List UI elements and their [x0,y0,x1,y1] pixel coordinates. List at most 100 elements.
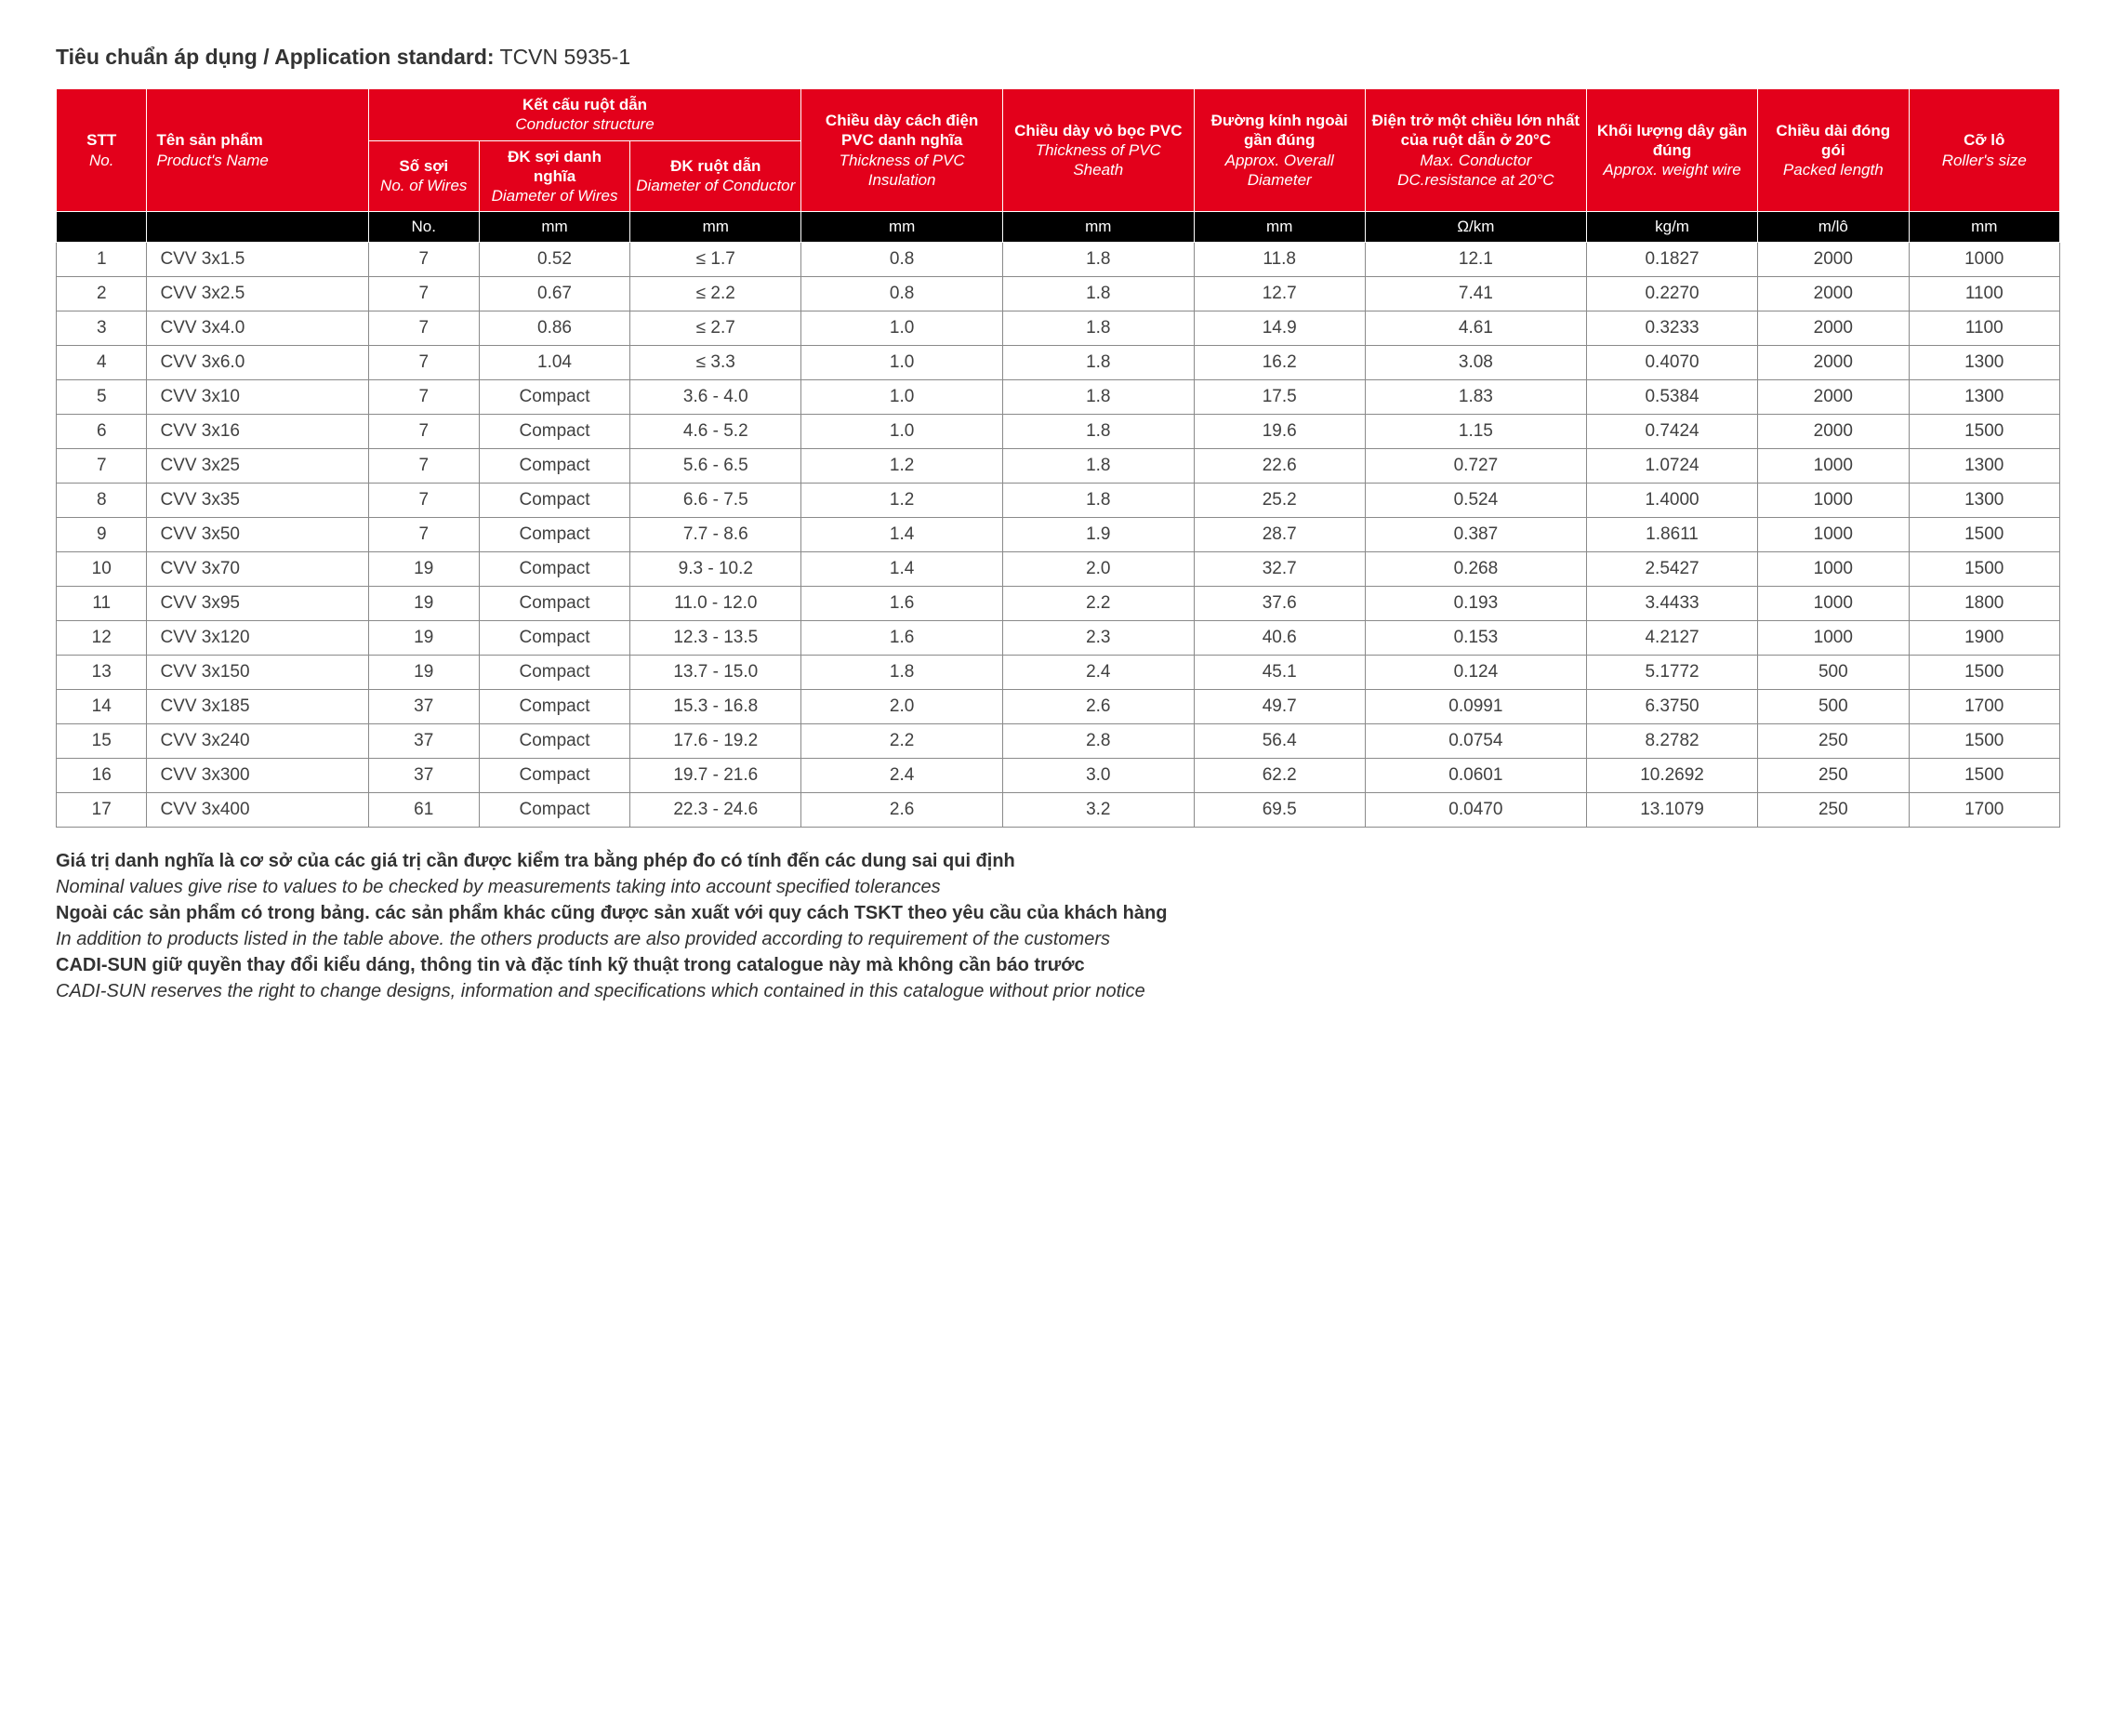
cell-dwire: Compact [479,518,629,552]
cell-name: CVV 3x70 [147,552,368,587]
cell-wires: 7 [368,311,479,346]
cell-res: 0.727 [1365,449,1586,484]
hdr-roll: Cỡ lô Roller's size [1909,89,2059,212]
cell-od: 16.2 [1194,346,1365,380]
hdr-wires: Số sợi No. of Wires [368,140,479,212]
cell-dwire: Compact [479,484,629,518]
cell-stt: 10 [57,552,147,587]
cell-name: CVV 3x400 [147,793,368,828]
cell-sheath: 2.0 [1002,552,1194,587]
cell-od: 22.6 [1194,449,1365,484]
note-en: CADI-SUN reserves the right to change de… [56,978,2060,1004]
cell-dcond: 3.6 - 4.0 [630,380,801,415]
cell-od: 19.6 [1194,415,1365,449]
cell-roll: 1500 [1909,518,2059,552]
cell-name: CVV 3x35 [147,484,368,518]
cell-stt: 11 [57,587,147,621]
table-row: 3CVV 3x4.070.86≤ 2.71.01.814.94.610.3233… [57,311,2060,346]
cell-dwire: Compact [479,587,629,621]
cell-dwire: Compact [479,380,629,415]
cell-stt: 12 [57,621,147,656]
units-row: No. mm mm mm mm mm Ω/km kg/m m/lô mm [57,212,2060,243]
cell-roll: 1300 [1909,449,2059,484]
cell-dwire: Compact [479,552,629,587]
unit-len: m/lô [1758,212,1909,243]
table-row: 13CVV 3x15019Compact13.7 - 15.01.82.445.… [57,656,2060,690]
cell-ins: 1.2 [801,484,1003,518]
cell-wt: 0.2270 [1586,277,1757,311]
cell-wt: 8.2782 [1586,724,1757,759]
cell-dcond: 13.7 - 15.0 [630,656,801,690]
cell-wires: 37 [368,759,479,793]
cell-dwire: Compact [479,621,629,656]
table-row: 9CVV 3x507Compact7.7 - 8.61.41.928.70.38… [57,518,2060,552]
cell-roll: 1500 [1909,759,2059,793]
cell-wt: 1.4000 [1586,484,1757,518]
cell-wt: 1.0724 [1586,449,1757,484]
cell-res: 12.1 [1365,243,1586,277]
cell-name: CVV 3x120 [147,621,368,656]
cell-roll: 1000 [1909,243,2059,277]
unit-ins: mm [801,212,1003,243]
table-row: 8CVV 3x357Compact6.6 - 7.51.21.825.20.52… [57,484,2060,518]
cell-res: 0.387 [1365,518,1586,552]
cell-stt: 4 [57,346,147,380]
note-vn: Giá trị danh nghĩa là cơ sở của các giá … [56,848,2060,874]
table-row: 14CVV 3x18537Compact15.3 - 16.82.02.649.… [57,690,2060,724]
cell-roll: 1300 [1909,380,2059,415]
table-row: 6CVV 3x167Compact4.6 - 5.21.01.819.61.15… [57,415,2060,449]
cell-wt: 10.2692 [1586,759,1757,793]
cell-stt: 9 [57,518,147,552]
cell-len: 2000 [1758,346,1909,380]
cell-od: 37.6 [1194,587,1365,621]
hdr-dwire: ĐK sợi danh nghĩa Diameter of Wires [479,140,629,212]
cell-dcond: 7.7 - 8.6 [630,518,801,552]
cell-res: 7.41 [1365,277,1586,311]
cell-dcond: 5.6 - 6.5 [630,449,801,484]
cell-ins: 2.0 [801,690,1003,724]
cell-res: 1.15 [1365,415,1586,449]
cell-res: 0.524 [1365,484,1586,518]
unit-dwire: mm [479,212,629,243]
cell-len: 250 [1758,793,1909,828]
cell-name: CVV 3x50 [147,518,368,552]
cell-len: 250 [1758,724,1909,759]
cell-sheath: 1.8 [1002,346,1194,380]
cell-sheath: 1.9 [1002,518,1194,552]
cell-od: 45.1 [1194,656,1365,690]
cell-sheath: 2.3 [1002,621,1194,656]
cell-roll: 1300 [1909,484,2059,518]
cell-roll: 1500 [1909,724,2059,759]
cell-dcond: 11.0 - 12.0 [630,587,801,621]
cell-name: CVV 3x1.5 [147,243,368,277]
cell-dwire: 1.04 [479,346,629,380]
cell-ins: 1.0 [801,311,1003,346]
table-row: 15CVV 3x24037Compact17.6 - 19.22.22.856.… [57,724,2060,759]
cell-dwire: Compact [479,759,629,793]
cell-stt: 14 [57,690,147,724]
hdr-len: Chiều dài đóng gói Packed length [1758,89,1909,212]
unit-wires: No. [368,212,479,243]
table-row: 10CVV 3x7019Compact9.3 - 10.21.42.032.70… [57,552,2060,587]
cell-wt: 0.3233 [1586,311,1757,346]
cell-roll: 1100 [1909,311,2059,346]
cell-od: 69.5 [1194,793,1365,828]
hdr-ins: Chiều dày cách điện PVC danh nghĩa Thick… [801,89,1003,212]
cell-stt: 5 [57,380,147,415]
table-row: 17CVV 3x40061Compact22.3 - 24.62.63.269.… [57,793,2060,828]
cell-dcond: 4.6 - 5.2 [630,415,801,449]
cell-stt: 15 [57,724,147,759]
cell-res: 0.268 [1365,552,1586,587]
cell-sheath: 2.4 [1002,656,1194,690]
cell-stt: 13 [57,656,147,690]
hdr-name: Tên sản phẩm Product's Name [147,89,368,212]
cell-roll: 1300 [1909,346,2059,380]
table-row: 12CVV 3x12019Compact12.3 - 13.51.62.340.… [57,621,2060,656]
cell-wires: 37 [368,724,479,759]
cell-ins: 2.6 [801,793,1003,828]
cell-od: 49.7 [1194,690,1365,724]
cell-name: CVV 3x240 [147,724,368,759]
cell-ins: 1.6 [801,587,1003,621]
cell-od: 12.7 [1194,277,1365,311]
cell-dcond: 9.3 - 10.2 [630,552,801,587]
